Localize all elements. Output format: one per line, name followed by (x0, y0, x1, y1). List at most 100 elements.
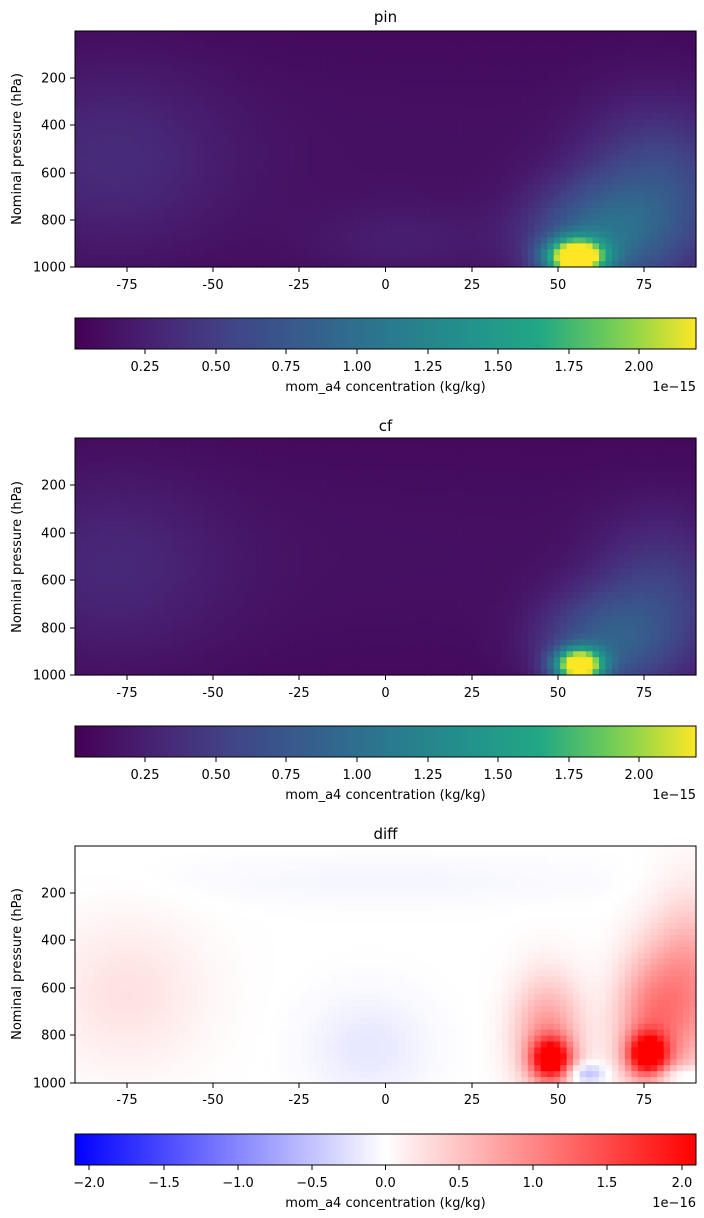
heatmap-cell (592, 243, 600, 250)
heatmap-cell (689, 213, 697, 221)
heatmap-cell (676, 237, 684, 244)
heatmap-cell (560, 443, 568, 451)
heatmap-cell (178, 190, 186, 197)
heatmap-cell (521, 225, 529, 233)
heatmap-cell (683, 131, 691, 138)
heatmap-cell (650, 449, 658, 457)
heatmap-cell (113, 202, 121, 209)
heatmap-cell (210, 467, 218, 475)
heatmap-cell (197, 160, 205, 168)
heatmap-cell (495, 166, 503, 174)
heatmap-cell (482, 208, 490, 215)
heatmap-cell (75, 172, 83, 180)
heatmap-cell (501, 449, 510, 457)
heatmap-cell (553, 467, 561, 475)
heatmap-cell (689, 461, 697, 469)
heatmap-cell (391, 78, 400, 85)
heatmap-cell (333, 66, 341, 73)
heatmap-cell (288, 172, 296, 180)
heatmap-cell (191, 95, 199, 103)
heatmap-cell (476, 184, 484, 191)
heatmap-cell (197, 449, 205, 457)
heatmap-cell (573, 143, 581, 150)
heatmap-cell (463, 473, 471, 481)
heatmap-cell (624, 473, 632, 481)
heatmap-cell (243, 101, 251, 109)
heatmap-cell (547, 125, 555, 132)
heatmap-cell (262, 497, 270, 504)
heatmap-cell (236, 149, 244, 156)
heatmap-cell (249, 107, 257, 115)
heatmap-cell (107, 196, 115, 203)
heatmap-cell (469, 202, 477, 209)
heatmap-cell (411, 131, 419, 138)
heatmap-cell (327, 178, 335, 185)
heatmap-cell (489, 202, 497, 209)
heatmap-cell (159, 172, 167, 180)
heatmap-cell (644, 455, 652, 463)
heatmap-cell (501, 497, 510, 504)
heatmap-cell (191, 237, 199, 244)
heatmap-cell (353, 95, 361, 103)
heatmap-cell (398, 443, 406, 451)
heatmap-cell (81, 249, 89, 256)
heatmap-cell (191, 455, 199, 463)
heatmap-cell (501, 149, 510, 156)
heatmap-cell (113, 231, 121, 239)
heatmap-cell (592, 261, 600, 268)
heatmap-cell (204, 178, 212, 185)
heatmap-cell (230, 455, 238, 463)
heatmap-cell (553, 237, 561, 244)
heatmap-cell (120, 479, 128, 486)
heatmap-cell (437, 455, 445, 463)
heatmap-cell (197, 208, 205, 215)
heatmap-cell (385, 60, 393, 67)
heatmap-cell (644, 219, 652, 227)
heatmap-cell (618, 184, 626, 191)
heatmap-cell (81, 190, 89, 197)
heatmap-cell (288, 261, 296, 268)
heatmap-cell (618, 131, 626, 138)
heatmap-cell (139, 225, 147, 233)
heatmap-cell (573, 491, 581, 498)
heatmap-cell (243, 113, 251, 121)
heatmap-cell (217, 219, 225, 227)
heatmap-cell (113, 255, 121, 262)
heatmap-cell (372, 237, 380, 244)
heatmap-cell (508, 196, 516, 203)
heatmap-cell (249, 449, 257, 457)
heatmap-cell (146, 125, 154, 132)
heatmap-cell (618, 160, 626, 168)
heatmap-cell (463, 137, 471, 144)
heatmap-cell (644, 137, 652, 144)
heatmap-cell (327, 101, 335, 109)
heatmap-cell (94, 497, 102, 504)
heatmap-cell (204, 461, 212, 469)
heatmap-cell (398, 42, 406, 50)
heatmap-cell (120, 42, 128, 50)
heatmap-cell (314, 208, 322, 215)
heatmap-cell (269, 119, 277, 126)
heatmap-cell (437, 72, 445, 79)
heatmap-cell (463, 125, 471, 132)
heatmap-cell (411, 42, 419, 50)
heatmap-cell (126, 113, 134, 121)
heatmap-cell (650, 54, 658, 62)
heatmap-cell (184, 231, 193, 239)
heatmap-cell (598, 255, 607, 262)
heatmap-cell (689, 255, 697, 262)
heatmap-cell (269, 178, 277, 185)
heatmap-cell (204, 467, 212, 475)
heatmap-cell (657, 237, 665, 244)
heatmap-cell (689, 172, 697, 180)
heatmap-cell (463, 149, 471, 156)
heatmap-cell (521, 125, 529, 132)
heatmap-cell (94, 60, 102, 67)
heatmap-cell (320, 467, 328, 475)
heatmap-cell (243, 485, 251, 492)
heatmap-cell (333, 455, 341, 463)
heatmap-cell (417, 131, 425, 138)
heatmap-cell (256, 125, 264, 132)
heatmap-cell (223, 66, 231, 73)
heatmap-cell (404, 479, 412, 486)
